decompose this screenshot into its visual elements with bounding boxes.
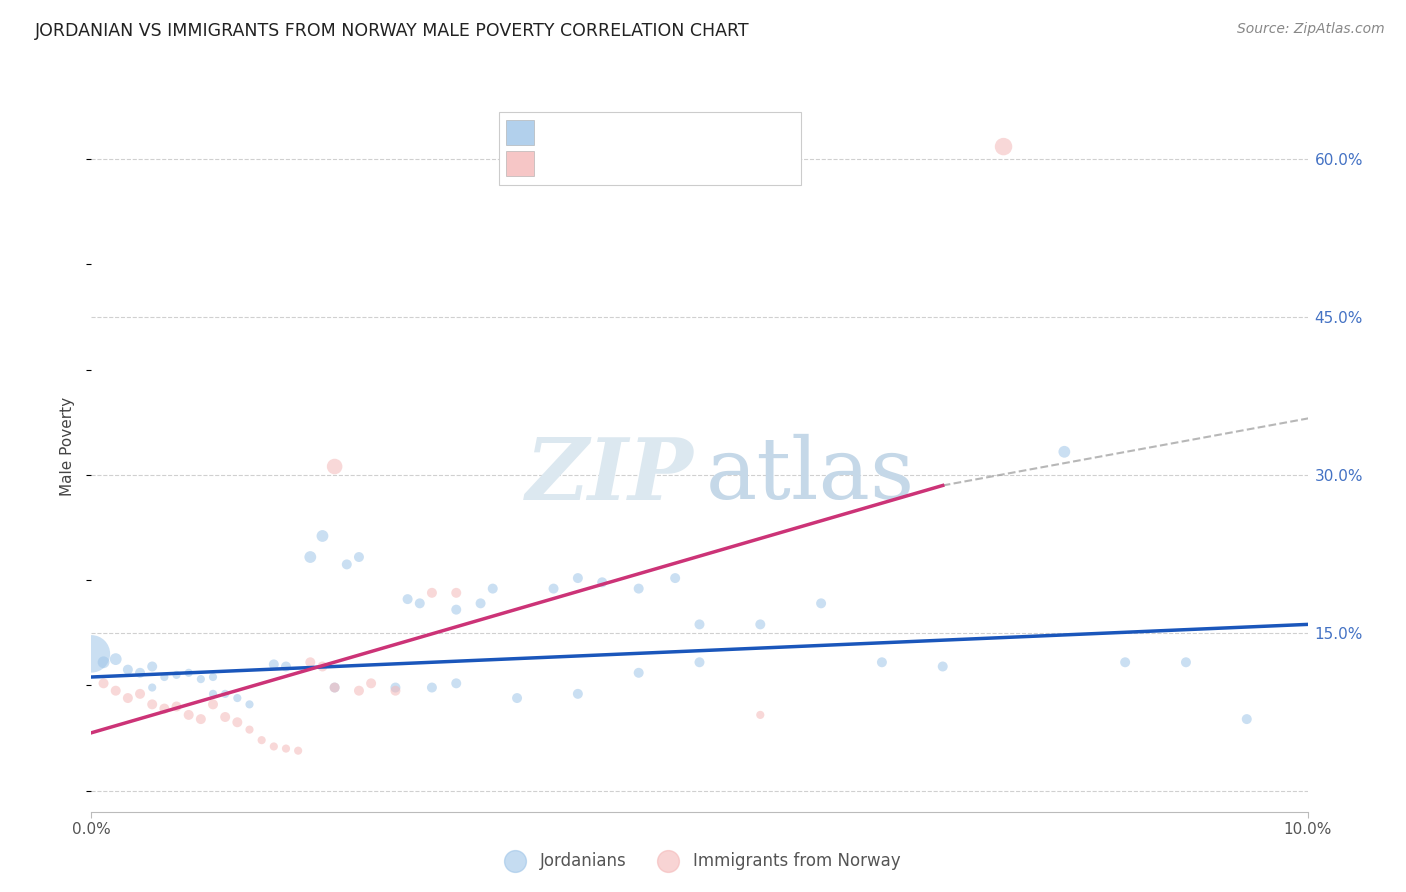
Point bbox=[104, 683, 127, 698]
Point bbox=[311, 529, 333, 543]
Point bbox=[299, 549, 322, 564]
Text: R =: R = bbox=[544, 154, 581, 172]
Point bbox=[299, 655, 322, 669]
Point bbox=[323, 681, 346, 695]
Point bbox=[177, 707, 200, 722]
Point bbox=[263, 739, 285, 754]
Point bbox=[141, 659, 163, 673]
Point bbox=[870, 655, 893, 669]
Point bbox=[347, 683, 370, 698]
Point bbox=[384, 681, 406, 695]
Point bbox=[226, 715, 249, 730]
Point bbox=[444, 676, 467, 690]
Text: R =: R = bbox=[544, 124, 581, 142]
Point bbox=[396, 592, 419, 607]
Point bbox=[104, 652, 127, 666]
Point bbox=[567, 571, 589, 585]
Point bbox=[1053, 444, 1076, 458]
Point bbox=[202, 687, 225, 701]
Point bbox=[347, 549, 370, 564]
Point bbox=[93, 676, 115, 690]
Point bbox=[444, 602, 467, 616]
Point bbox=[688, 617, 710, 632]
Point bbox=[190, 672, 212, 686]
Point bbox=[749, 617, 772, 632]
Point bbox=[409, 596, 432, 610]
Point bbox=[177, 665, 200, 680]
Point bbox=[129, 687, 152, 701]
Text: Source: ZipAtlas.com: Source: ZipAtlas.com bbox=[1237, 22, 1385, 37]
Point bbox=[627, 665, 650, 680]
Text: JORDANIAN VS IMMIGRANTS FROM NORWAY MALE POVERTY CORRELATION CHART: JORDANIAN VS IMMIGRANTS FROM NORWAY MALE… bbox=[35, 22, 749, 40]
Point bbox=[1236, 712, 1258, 726]
Point bbox=[238, 698, 260, 712]
Point bbox=[117, 663, 139, 677]
Point bbox=[214, 687, 236, 701]
Point bbox=[506, 691, 529, 706]
Point bbox=[80, 647, 103, 661]
Point bbox=[202, 698, 225, 712]
Point bbox=[420, 681, 443, 695]
Point bbox=[481, 582, 503, 596]
Point bbox=[323, 681, 346, 695]
Point bbox=[420, 586, 443, 600]
Point bbox=[263, 657, 285, 672]
Point bbox=[688, 655, 710, 669]
Text: atlas: atlas bbox=[706, 434, 915, 516]
Point bbox=[567, 687, 589, 701]
Point bbox=[153, 670, 176, 684]
Point bbox=[190, 712, 212, 726]
Point bbox=[543, 582, 565, 596]
Point bbox=[444, 586, 467, 600]
Text: ZIP: ZIP bbox=[526, 434, 693, 517]
Point bbox=[287, 744, 309, 758]
Point bbox=[202, 670, 225, 684]
Y-axis label: Male Poverty: Male Poverty bbox=[60, 396, 76, 496]
Point bbox=[141, 698, 163, 712]
Text: N =: N = bbox=[647, 154, 683, 172]
Point bbox=[274, 659, 297, 673]
Text: N =: N = bbox=[647, 124, 683, 142]
Point bbox=[360, 676, 382, 690]
Point bbox=[931, 659, 953, 673]
Point bbox=[1174, 655, 1197, 669]
Point bbox=[141, 681, 163, 695]
Point bbox=[1114, 655, 1136, 669]
Point bbox=[117, 691, 139, 706]
Point bbox=[627, 582, 650, 596]
Point bbox=[238, 723, 260, 737]
Text: 0.209: 0.209 bbox=[581, 124, 633, 142]
Point bbox=[323, 459, 346, 474]
Point bbox=[226, 691, 249, 706]
Point bbox=[214, 710, 236, 724]
Point bbox=[129, 665, 152, 680]
Point bbox=[274, 741, 297, 756]
Text: 47: 47 bbox=[682, 124, 706, 142]
Point bbox=[591, 575, 613, 590]
Point bbox=[93, 655, 115, 669]
Text: 27: 27 bbox=[682, 154, 706, 172]
Legend: Jordanians, Immigrants from Norway: Jordanians, Immigrants from Norway bbox=[492, 846, 907, 877]
Point bbox=[749, 707, 772, 722]
Text: 0.476: 0.476 bbox=[581, 154, 633, 172]
Point bbox=[336, 558, 359, 572]
Point bbox=[993, 139, 1015, 153]
Point bbox=[166, 699, 188, 714]
Point bbox=[810, 596, 832, 610]
Point bbox=[470, 596, 492, 610]
Point bbox=[250, 733, 273, 747]
Point bbox=[384, 683, 406, 698]
Point bbox=[153, 701, 176, 715]
Point bbox=[664, 571, 686, 585]
Point bbox=[311, 659, 333, 673]
Point bbox=[166, 668, 188, 682]
